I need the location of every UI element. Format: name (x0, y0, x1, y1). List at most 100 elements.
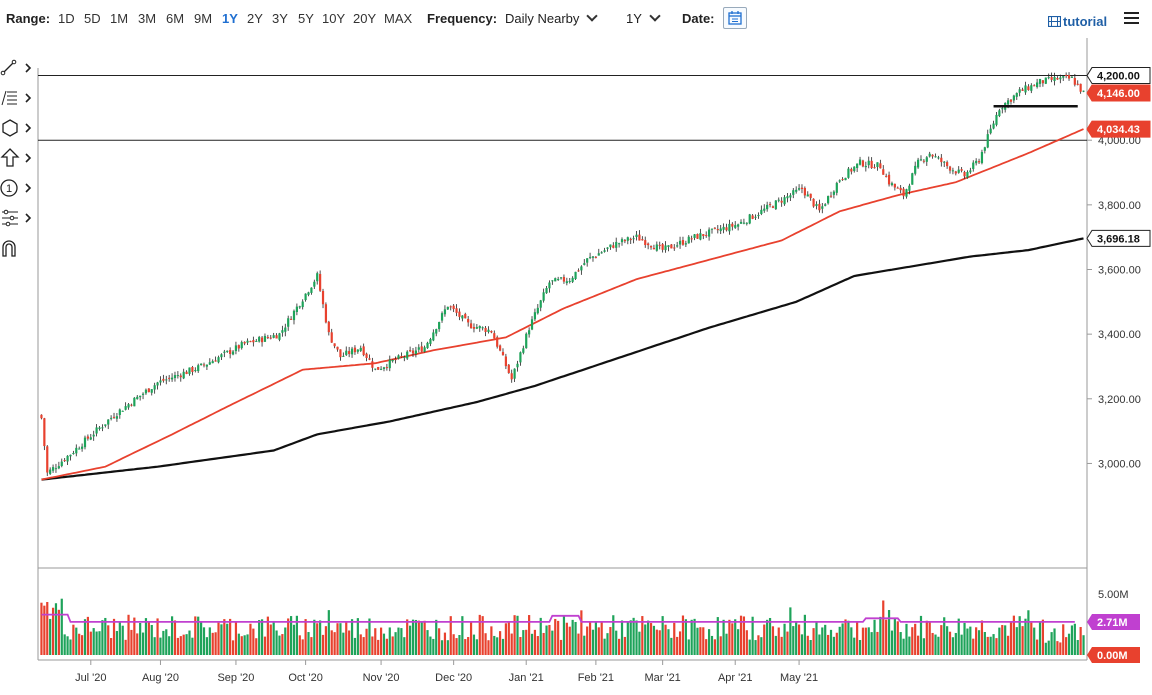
menu-icon[interactable] (1124, 12, 1139, 26)
volume-bar (786, 631, 789, 655)
volume-bar (510, 633, 513, 655)
marker-tool[interactable]: 1 (0, 176, 38, 200)
range-6m[interactable]: 6M (166, 11, 185, 26)
shapes-icon (2, 119, 32, 137)
range-5y[interactable]: 5Y (298, 11, 314, 26)
volume-bar (292, 624, 296, 655)
horizontal-levels[interactable] (38, 75, 1087, 141)
candle (377, 366, 380, 370)
frequency-select[interactable]: Daily Nearby (505, 10, 599, 27)
candle (153, 382, 156, 394)
range-2y[interactable]: 2Y (247, 11, 263, 26)
candle (510, 369, 513, 383)
candle (237, 344, 240, 352)
candle (528, 327, 531, 338)
pattern-tool[interactable] (0, 206, 38, 230)
tutorial-link[interactable]: tutorial (1047, 14, 1107, 29)
x-tick-label: Dec '20 (435, 672, 472, 684)
volume-bar (147, 622, 150, 655)
volume-bar (57, 609, 60, 655)
volume-bar (1062, 624, 1065, 655)
frequency-label: Frequency: (427, 11, 498, 26)
volume-bar (606, 633, 609, 655)
candle (734, 221, 737, 229)
pattern-icon (2, 209, 32, 227)
candle (777, 197, 780, 203)
trendline-tool[interactable] (0, 56, 38, 80)
range-1d[interactable]: 1D (58, 11, 75, 26)
candle (269, 334, 272, 340)
candle (995, 112, 998, 127)
volume-bar (348, 630, 351, 655)
volume-bar (223, 619, 226, 655)
candle (905, 188, 908, 199)
range-1y[interactable]: 1Y (222, 11, 238, 26)
volume-bar (882, 600, 885, 655)
volume-bar (986, 636, 989, 655)
volume-bar (72, 624, 75, 655)
candle (159, 376, 162, 386)
svg-text:4,146.00: 4,146.00 (1097, 88, 1140, 100)
range-20y[interactable]: 20Y (353, 11, 377, 26)
period-select[interactable]: 1Y (626, 10, 661, 27)
candle (353, 345, 357, 355)
candle (591, 255, 595, 262)
volume-bar (403, 637, 406, 655)
volume-bar (202, 627, 206, 655)
range-10y[interactable]: 10Y (322, 11, 346, 26)
volume-bar (832, 636, 836, 655)
candle (266, 334, 269, 340)
candle (751, 214, 754, 220)
volume-bar (856, 621, 859, 655)
volume-bar (739, 615, 743, 655)
candle (382, 366, 386, 372)
candle (902, 187, 905, 200)
candle (986, 129, 989, 149)
candle (647, 242, 650, 250)
x-tick-label: Apr '21 (718, 672, 753, 684)
volume-bar (43, 605, 46, 655)
candle (1047, 73, 1050, 80)
shapes-tool[interactable] (0, 116, 38, 140)
volume-bar (136, 633, 139, 655)
candle (946, 160, 949, 169)
svg-text:2.71M: 2.71M (1097, 617, 1128, 629)
fibonacci-tool[interactable] (0, 86, 38, 110)
candle (417, 344, 420, 353)
candle (1021, 87, 1024, 91)
range-3y[interactable]: 3Y (272, 11, 288, 26)
date-picker-button[interactable] (723, 7, 747, 29)
volume-bar (812, 628, 815, 655)
price-tags: 4,200.00 4,146.00 4,034.43 3,696.18 (1086, 67, 1151, 247)
candle (104, 424, 107, 428)
y-tick-label: 3,000.00 (1098, 458, 1141, 470)
candle (919, 155, 923, 162)
arrow-tool[interactable] (0, 146, 38, 170)
candle (345, 346, 348, 356)
volume-bar (321, 634, 325, 655)
y-axis: 3,000.00 3,200.00 3,400.00 3,600.00 3,800.00… (1087, 71, 1141, 470)
range-max[interactable]: MAX (384, 11, 413, 26)
candle (731, 222, 734, 231)
candle (774, 200, 777, 210)
candle (670, 243, 673, 249)
range-1m[interactable]: 1M (110, 11, 129, 26)
candle (406, 350, 409, 360)
volume-bar (1009, 621, 1013, 655)
range-5d[interactable]: 5D (84, 11, 101, 26)
price-chart[interactable]: 3,000.00 3,200.00 3,400.00 3,600.00 3,800.00… (0, 38, 1152, 695)
candle (202, 362, 206, 368)
volume-bar (754, 640, 757, 655)
range-9m[interactable]: 9M (194, 11, 213, 26)
candle (1030, 83, 1033, 94)
range-3m[interactable]: 3M (138, 11, 157, 26)
candle (478, 325, 481, 332)
volume-bar (353, 637, 357, 655)
volume-bar (737, 629, 740, 655)
volume-bar (379, 627, 383, 655)
volume-bar (211, 632, 214, 655)
volume-bar (948, 631, 952, 655)
magnet-tool[interactable] (0, 236, 38, 260)
candle (464, 312, 467, 319)
volume-bar (1041, 619, 1045, 655)
